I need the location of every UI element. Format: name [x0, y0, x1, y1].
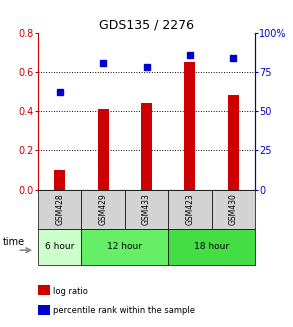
- Text: 18 hour: 18 hour: [194, 242, 229, 251]
- Text: GSM433: GSM433: [142, 193, 151, 225]
- Text: GSM428: GSM428: [55, 194, 64, 225]
- Text: GSM430: GSM430: [229, 193, 238, 225]
- Text: log ratio: log ratio: [53, 286, 88, 296]
- Text: GSM429: GSM429: [99, 193, 108, 225]
- Bar: [141, 103, 152, 190]
- Bar: [98, 109, 108, 190]
- Text: time: time: [3, 237, 25, 247]
- Text: 6 hour: 6 hour: [45, 242, 74, 251]
- Title: GDS135 / 2276: GDS135 / 2276: [99, 19, 194, 31]
- Bar: [228, 95, 239, 190]
- Bar: [185, 62, 195, 190]
- Text: 12 hour: 12 hour: [107, 242, 142, 251]
- Text: GSM423: GSM423: [185, 193, 194, 225]
- Bar: [54, 170, 65, 190]
- Text: percentile rank within the sample: percentile rank within the sample: [53, 306, 195, 315]
